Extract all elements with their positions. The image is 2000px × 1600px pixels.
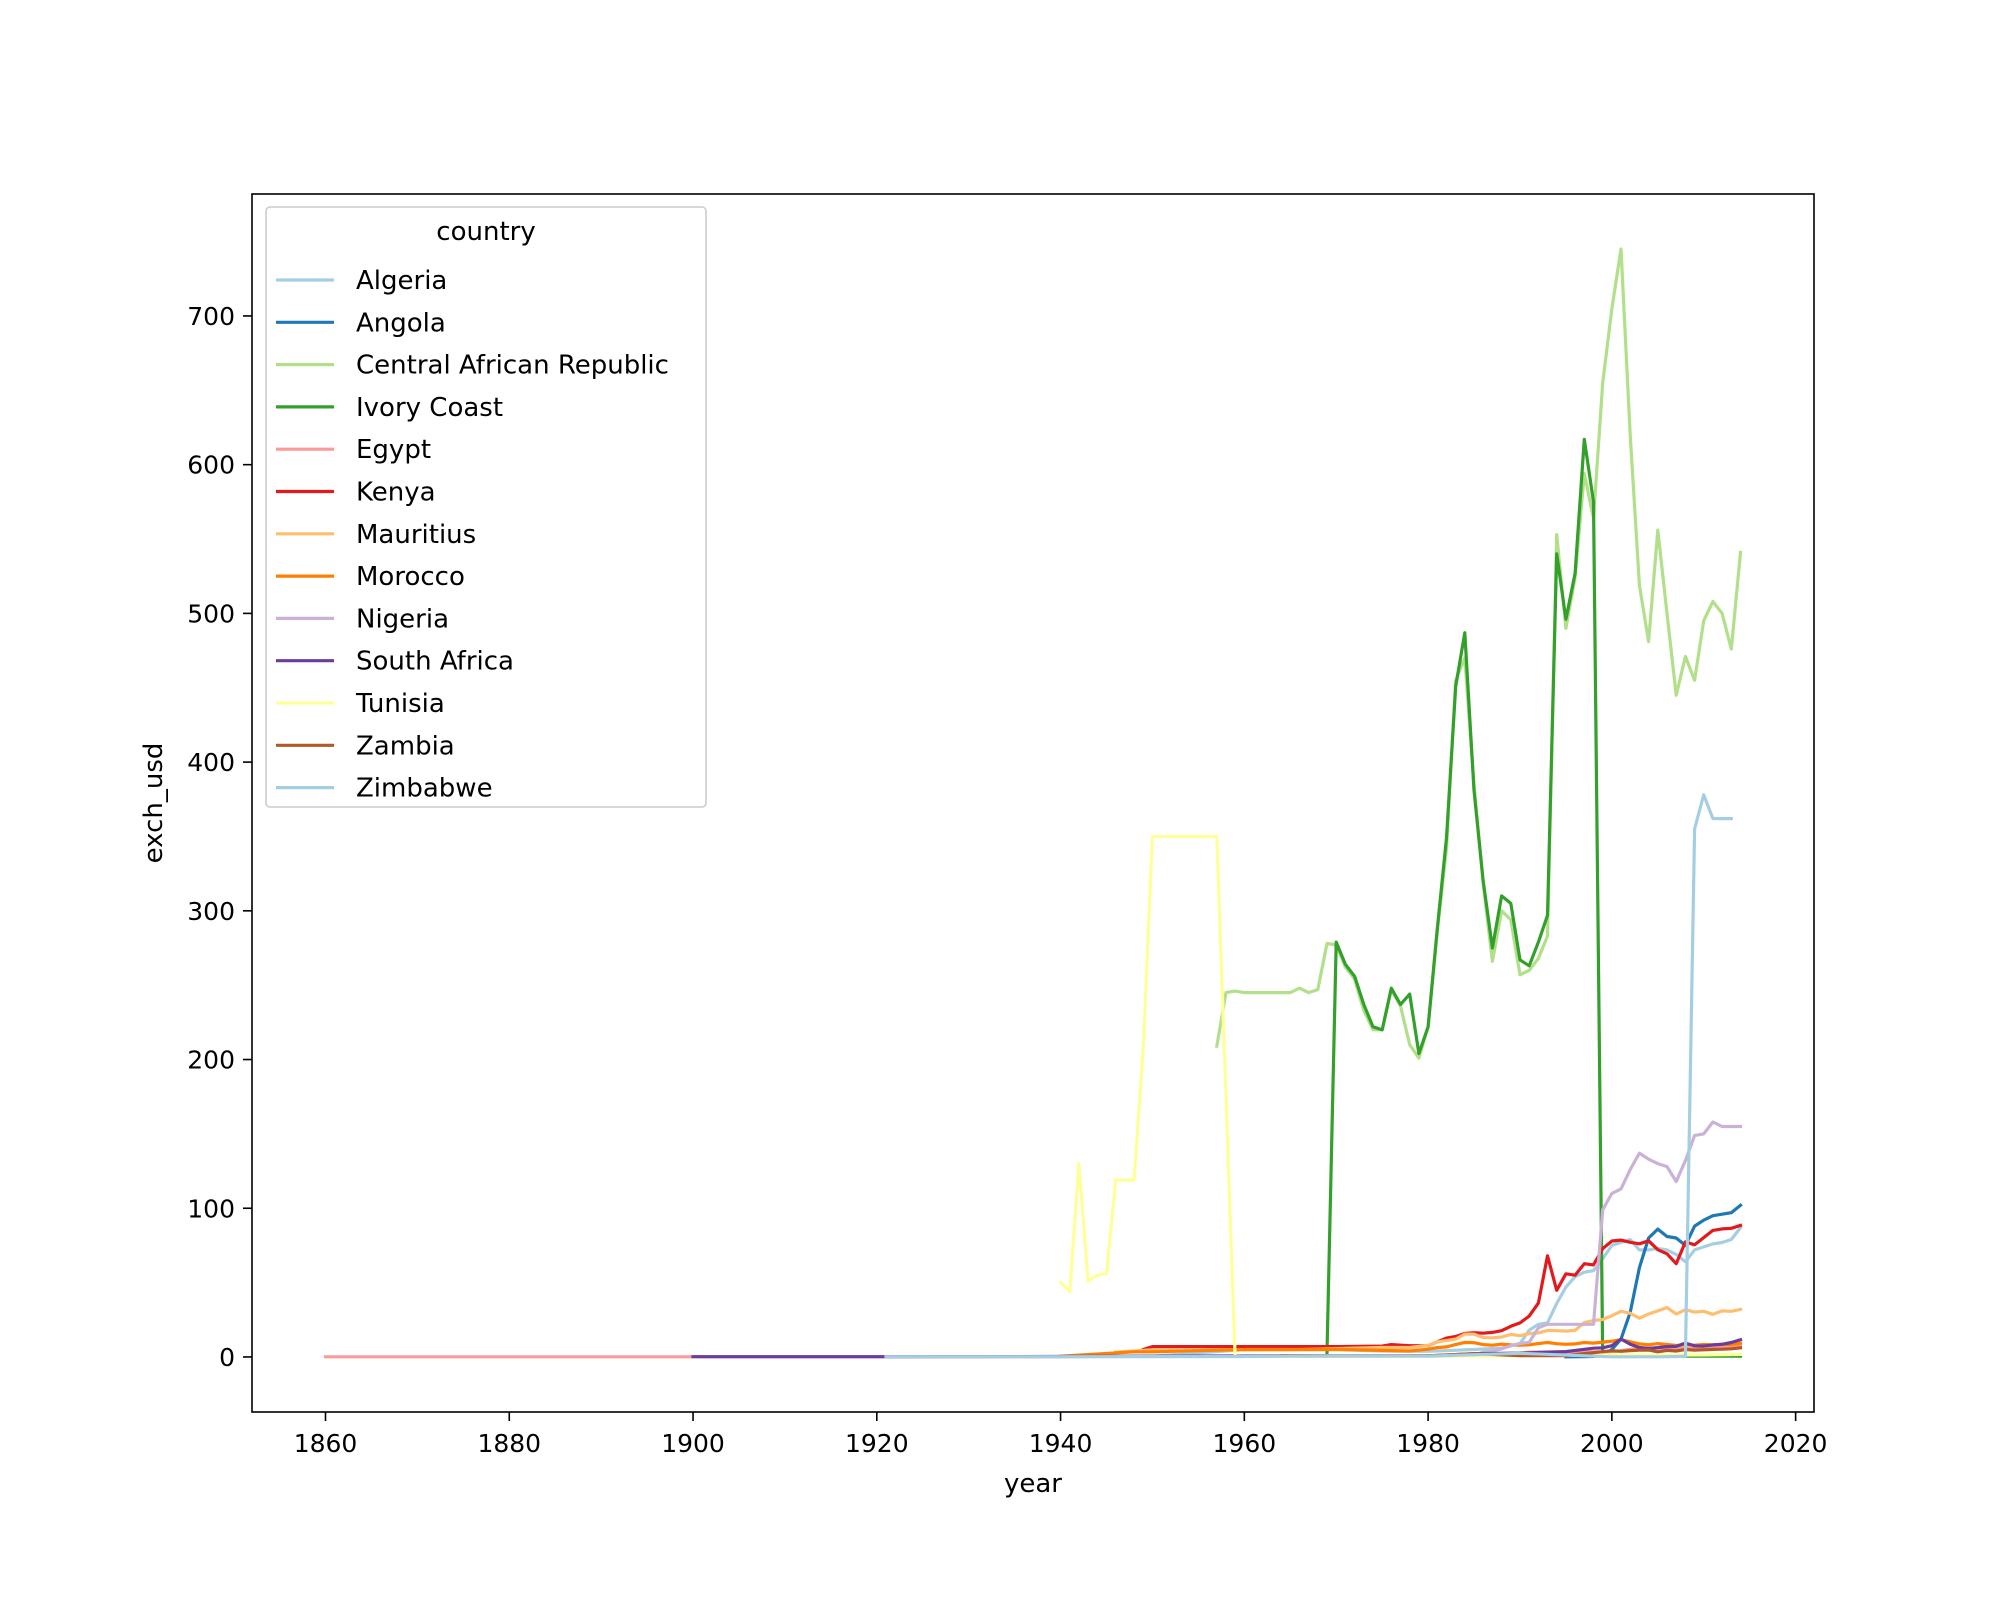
legend-item-central-african-republic[interactable]: Central African Republic [276,351,669,381]
legend[interactable]: country Algeria Angola Central African Rep… [265,206,707,808]
y-tick-label: 500 [187,599,235,628]
legend-item-angola[interactable]: Angola [276,308,446,338]
legend-label: Kenya [356,478,436,508]
legend-label: Central African Republic [356,351,669,381]
x-tick-label: 1920 [845,1429,909,1458]
legend-item-tunisia[interactable]: Tunisia [276,689,445,719]
legend-label: Angola [356,308,446,338]
legend-item-algeria[interactable]: Algeria [276,266,447,296]
y-tick-label: 200 [187,1046,235,1075]
y-tick-label: 100 [187,1194,235,1223]
x-tick-label: 2020 [1764,1429,1828,1458]
y-tick-label: 400 [187,748,235,777]
legend-label: Egypt [356,435,431,465]
legend-item-nigeria[interactable]: Nigeria [276,604,449,634]
y-tick-label: 300 [187,897,235,926]
legend-label: Tunisia [355,689,445,719]
legend-items: Algeria Angola Central African Republic Ivo… [276,266,669,804]
x-axis-ticks: 1860 1880 1900 1920 1940 1960 1980 2000 2020 [294,1412,1828,1458]
legend-label: Ivory Coast [356,393,503,423]
x-tick-label: 1880 [477,1429,541,1458]
y-axis-label: exch_usd [139,743,169,864]
x-tick-label: 1980 [1396,1429,1460,1458]
legend-box [265,206,707,808]
legend-item-zimbabwe[interactable]: Zimbabwe [276,774,493,804]
legend-item-kenya[interactable]: Kenya [276,478,436,508]
legend-item-morocco[interactable]: Morocco [276,562,465,592]
legend-label: Zimbabwe [356,774,493,804]
series-line-central-african-republic[interactable] [1214,247,1743,1060]
legend-label: Morocco [356,562,465,592]
x-tick-label: 1860 [294,1429,358,1458]
legend-label: Nigeria [356,604,449,634]
legend-label: Zambia [356,731,455,761]
legend-label: South Africa [356,647,514,677]
series-line-ivory-coast[interactable] [1325,437,1743,1358]
legend-item-mauritius[interactable]: Mauritius [276,520,476,550]
legend-item-zambia[interactable]: Zambia [276,731,455,761]
x-tick-label: 1900 [661,1429,725,1458]
x-tick-label: 1940 [1029,1429,1093,1458]
legend-label: Mauritius [356,520,476,550]
series-line-mauritius[interactable] [1114,1305,1743,1354]
plot-frame [251,193,1815,1413]
series-line-kenya[interactable] [1141,1223,1743,1352]
legend-item-egypt[interactable]: Egypt [276,435,431,465]
series-line-nigeria[interactable] [1242,1120,1743,1358]
legend-item-ivory-coast[interactable]: Ivory Coast [276,393,503,423]
plot-lines [323,247,1743,1359]
series-line-algeria[interactable] [1058,1225,1743,1359]
y-axis-ticks: 0 100 200 300 400 500 600 700 [187,302,252,1372]
series-line-zimbabwe[interactable] [884,793,1733,1359]
y-tick-label: 0 [219,1343,235,1372]
legend-title: country [436,217,535,247]
x-tick-label: 1960 [1213,1429,1277,1458]
x-axis-label: year [1004,1469,1062,1499]
y-tick-label: 600 [187,451,235,480]
series-line-angola[interactable] [1564,1203,1743,1359]
legend-label: Algeria [356,266,447,296]
legend-item-south-africa[interactable]: South Africa [276,647,514,677]
x-tick-label: 2000 [1580,1429,1644,1458]
y-tick-label: 700 [187,302,235,331]
